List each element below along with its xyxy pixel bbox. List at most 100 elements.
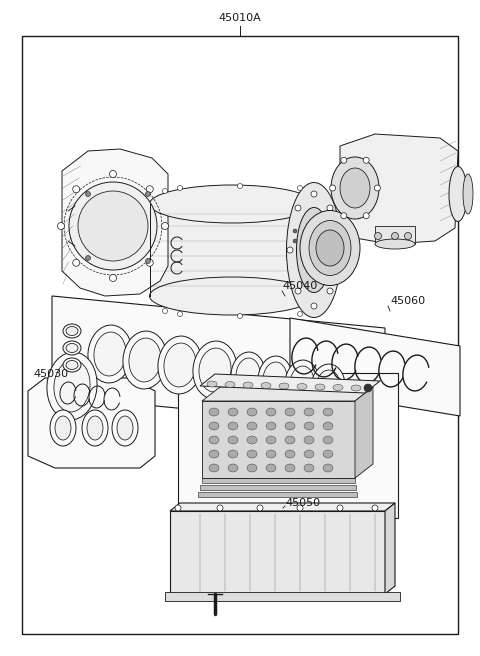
Ellipse shape: [266, 408, 276, 416]
Ellipse shape: [279, 383, 289, 389]
Ellipse shape: [323, 436, 333, 444]
Circle shape: [327, 288, 333, 294]
Circle shape: [146, 259, 153, 266]
Circle shape: [146, 186, 153, 193]
Ellipse shape: [225, 382, 235, 388]
Ellipse shape: [209, 450, 219, 458]
Ellipse shape: [69, 182, 157, 270]
Ellipse shape: [304, 450, 314, 458]
Ellipse shape: [304, 436, 314, 444]
Ellipse shape: [247, 422, 257, 430]
Ellipse shape: [323, 422, 333, 430]
Ellipse shape: [331, 157, 379, 219]
Ellipse shape: [112, 410, 138, 446]
Circle shape: [175, 505, 181, 511]
Ellipse shape: [258, 356, 292, 402]
Ellipse shape: [149, 277, 314, 315]
Ellipse shape: [55, 416, 71, 440]
Ellipse shape: [285, 360, 319, 406]
Ellipse shape: [228, 464, 238, 472]
Ellipse shape: [304, 408, 314, 416]
Ellipse shape: [247, 450, 257, 458]
Ellipse shape: [209, 436, 219, 444]
Ellipse shape: [129, 338, 161, 382]
Ellipse shape: [463, 174, 473, 214]
Ellipse shape: [266, 436, 276, 444]
Ellipse shape: [199, 348, 231, 392]
Ellipse shape: [236, 358, 260, 392]
Polygon shape: [170, 503, 395, 511]
Ellipse shape: [209, 464, 219, 472]
Polygon shape: [200, 485, 356, 490]
Ellipse shape: [209, 422, 219, 430]
Circle shape: [364, 384, 372, 392]
Ellipse shape: [304, 464, 314, 472]
Ellipse shape: [228, 436, 238, 444]
Ellipse shape: [66, 344, 78, 352]
Polygon shape: [202, 401, 355, 478]
Circle shape: [392, 232, 398, 239]
Ellipse shape: [207, 381, 217, 387]
Circle shape: [145, 192, 151, 197]
Circle shape: [287, 247, 293, 253]
Circle shape: [363, 213, 369, 218]
Ellipse shape: [193, 341, 237, 399]
Ellipse shape: [375, 239, 415, 249]
Ellipse shape: [247, 408, 257, 416]
Ellipse shape: [449, 167, 467, 222]
Circle shape: [293, 229, 297, 233]
Text: 45050: 45050: [285, 498, 320, 508]
Circle shape: [341, 213, 347, 218]
Ellipse shape: [309, 220, 351, 276]
Bar: [150, 204, 314, 296]
Circle shape: [109, 171, 117, 178]
Ellipse shape: [63, 324, 81, 338]
Ellipse shape: [323, 464, 333, 472]
Circle shape: [374, 232, 382, 239]
Ellipse shape: [285, 450, 295, 458]
Circle shape: [341, 157, 347, 163]
Circle shape: [217, 505, 223, 511]
Polygon shape: [28, 378, 155, 468]
Ellipse shape: [290, 366, 314, 400]
Ellipse shape: [297, 207, 332, 293]
Circle shape: [297, 505, 303, 511]
Ellipse shape: [247, 436, 257, 444]
Ellipse shape: [123, 331, 167, 389]
Polygon shape: [340, 134, 458, 244]
Ellipse shape: [47, 352, 97, 420]
Circle shape: [293, 239, 297, 243]
Circle shape: [178, 312, 182, 316]
Ellipse shape: [228, 408, 238, 416]
Polygon shape: [290, 318, 460, 416]
Circle shape: [311, 303, 317, 309]
Bar: [178, 373, 398, 518]
Ellipse shape: [266, 464, 276, 472]
Ellipse shape: [82, 410, 108, 446]
Ellipse shape: [316, 230, 344, 266]
Circle shape: [308, 224, 312, 228]
Bar: [375, 226, 415, 244]
Ellipse shape: [311, 364, 345, 410]
Circle shape: [161, 222, 168, 230]
Circle shape: [335, 247, 341, 253]
Circle shape: [109, 274, 117, 281]
Ellipse shape: [316, 370, 340, 404]
Circle shape: [257, 505, 263, 511]
Ellipse shape: [285, 436, 295, 444]
Ellipse shape: [63, 341, 81, 355]
Ellipse shape: [66, 327, 78, 335]
Circle shape: [73, 259, 80, 266]
Ellipse shape: [304, 422, 314, 430]
Ellipse shape: [266, 422, 276, 430]
Circle shape: [374, 185, 380, 191]
Ellipse shape: [87, 416, 103, 440]
Ellipse shape: [63, 358, 81, 372]
Polygon shape: [52, 296, 385, 428]
Polygon shape: [355, 387, 373, 478]
Circle shape: [163, 308, 168, 314]
Ellipse shape: [297, 384, 307, 390]
Polygon shape: [385, 503, 395, 594]
Polygon shape: [202, 478, 355, 483]
Text: 45040: 45040: [282, 281, 317, 291]
